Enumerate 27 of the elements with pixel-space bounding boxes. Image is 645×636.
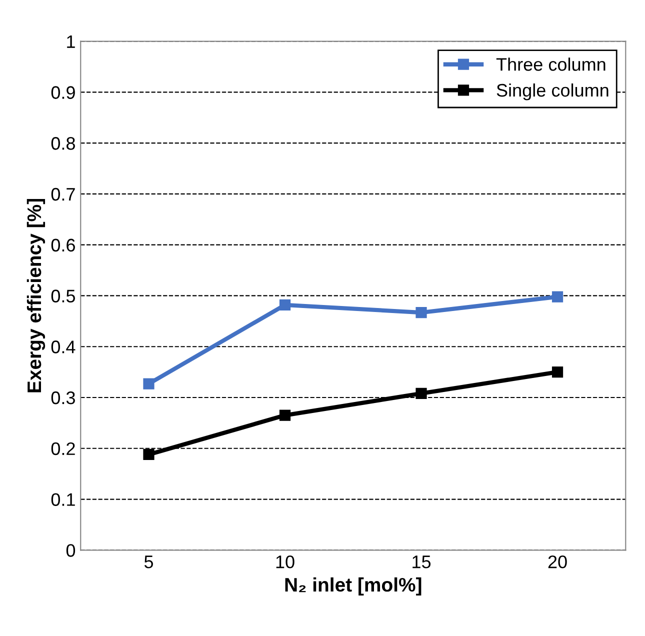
- x-tick-label: 5: [144, 556, 154, 568]
- point: [416, 388, 427, 399]
- point: [279, 410, 291, 421]
- y-tick-label: 0.1: [51, 493, 75, 506]
- point: [279, 299, 291, 310]
- point: [552, 366, 564, 378]
- y-tick-label: 0.8: [51, 137, 75, 150]
- legend-label: Three column: [496, 58, 606, 71]
- y-tick-label: 0.4: [51, 340, 76, 354]
- y-tick-label: 0.6: [51, 238, 75, 252]
- y-tick-label: 0.7: [51, 188, 75, 201]
- x-tick-label: 20: [548, 555, 567, 568]
- y-tick-label: 0.5: [51, 290, 76, 302]
- y-tick-label: 0.3: [51, 391, 75, 404]
- y-axis-title: Exergy efficiency [%]: [26, 199, 46, 392]
- x-tick-label: 15: [412, 556, 431, 568]
- y-tick-label: 1: [67, 35, 75, 48]
- point: [552, 291, 564, 302]
- y-tick-label: 0.9: [51, 86, 75, 99]
- legend-label: Single column: [496, 83, 608, 100]
- y-tick-label: 0: [66, 544, 76, 557]
- point: [143, 378, 154, 390]
- y-tick-label: 0.2: [51, 442, 75, 456]
- x-tick-label: 10: [276, 555, 294, 568]
- point: [143, 448, 154, 460]
- x-axis-title: N₂ inlet [mol%]: [285, 577, 422, 596]
- point: [416, 306, 427, 318]
